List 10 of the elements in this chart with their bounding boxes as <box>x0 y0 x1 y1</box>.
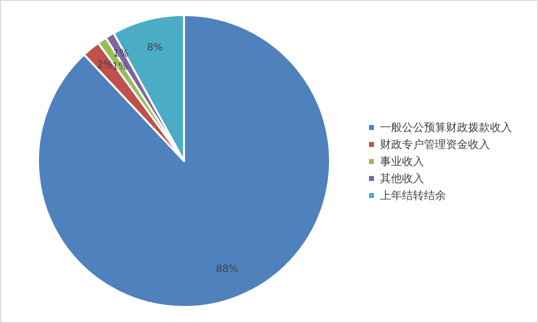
legend-label: 其他收入 <box>380 172 424 185</box>
data-label: 8% <box>147 42 163 54</box>
legend-label: 财政专户管理资金收入 <box>380 138 490 151</box>
legend-label: 上年结转结余 <box>380 189 446 202</box>
data-label: 2% <box>96 60 113 71</box>
legend-label: 一般公公预算财政拨款收入 <box>380 121 512 134</box>
data-label: 1% <box>112 48 129 60</box>
legend-label: 事业收入 <box>380 155 424 168</box>
data-label: 1% <box>112 61 128 72</box>
data-label: 88% <box>216 264 238 276</box>
